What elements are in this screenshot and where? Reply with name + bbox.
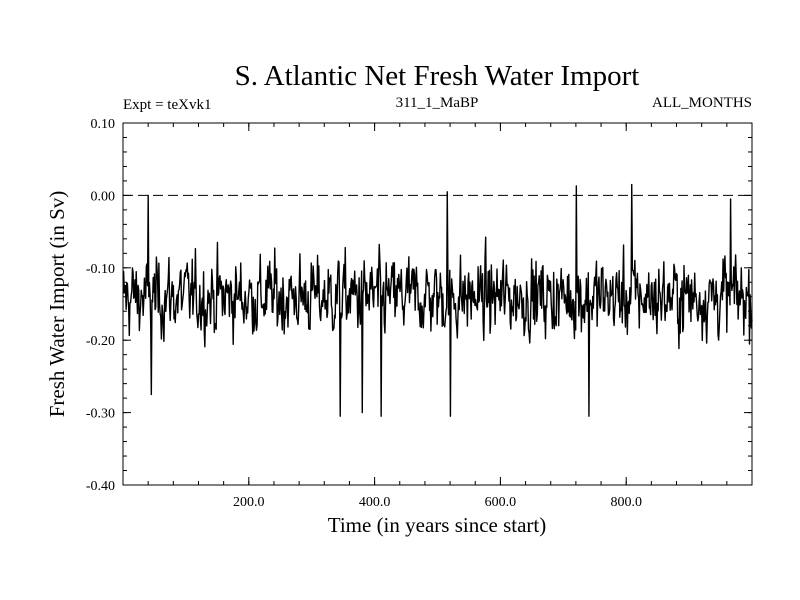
expt-label: Expt = teXvk1: [123, 97, 211, 113]
y-tick-label: 0.00: [91, 189, 116, 204]
y-axis: 0.10 0.00 -0.10 -0.20 -0.30 -0.40: [86, 117, 752, 494]
chart-title: S. Atlantic Net Fresh Water Import: [235, 60, 640, 92]
x-tick-label: 800.0: [610, 495, 642, 510]
y-tick-label: -0.20: [86, 334, 115, 349]
y-tick-label: -0.30: [86, 407, 115, 422]
y-tick-label: 0.10: [91, 117, 116, 132]
months-label: ALL_MONTHS: [652, 95, 752, 111]
x-tick-label: 600.0: [485, 495, 517, 510]
x-axis: 200.0 400.0 600.0 800.0: [147, 123, 728, 510]
x-tick-label: 200.0: [233, 495, 265, 510]
y-tick-label: -0.10: [86, 262, 115, 277]
series-line: [122, 183, 753, 417]
y-tick-label: -0.40: [86, 479, 115, 494]
run-label: 311_1_MaBP: [396, 95, 479, 111]
plot-frame: [122, 122, 753, 486]
y-axis-title: Fresh Water Import (in Sv): [45, 191, 69, 418]
x-axis-title: Time (in years since start): [328, 513, 547, 537]
x-tick-label: 400.0: [359, 495, 391, 510]
